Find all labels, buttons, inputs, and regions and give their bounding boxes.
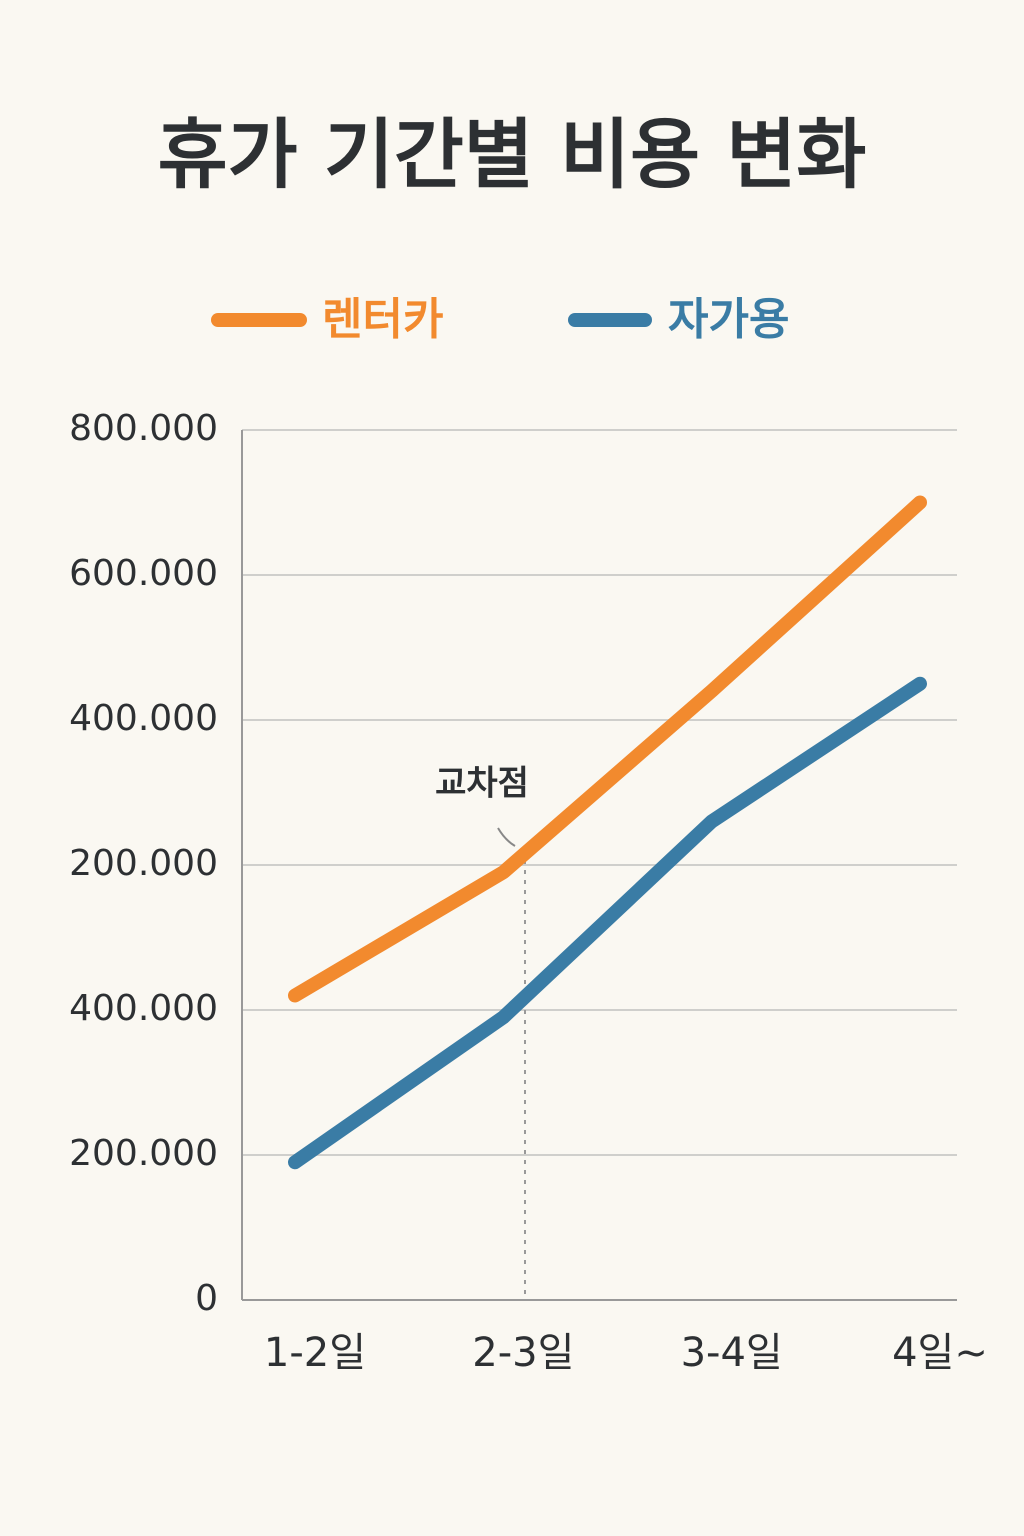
line-series — [288, 676, 927, 1170]
x-tick-label: 4일~ — [892, 1330, 988, 1376]
x-tick-label: 2-3일 — [472, 1330, 574, 1376]
x-tick-label: 3-4일 — [681, 1330, 783, 1376]
legend-label: 렌터카 — [322, 294, 443, 345]
annotation-pointer — [497, 827, 516, 847]
x-tick-label: 1-2일 — [264, 1330, 366, 1376]
y-tick-label: 200.000 — [69, 1133, 218, 1174]
chart-title: 휴가 기간별 비용 변화 — [158, 110, 867, 199]
y-tick-label: 800.000 — [69, 408, 218, 449]
y-tick-label: 400.000 — [69, 988, 218, 1029]
y-tick-label: 400.000 — [69, 698, 218, 739]
y-tick-label: 600.000 — [69, 553, 218, 594]
y-tick-label: 0 — [195, 1278, 218, 1319]
legend-label: 자가용 — [668, 294, 789, 345]
y-tick-label: 200.000 — [69, 843, 218, 884]
line-series — [288, 495, 927, 1003]
annotation: 교차점 — [435, 764, 529, 804]
